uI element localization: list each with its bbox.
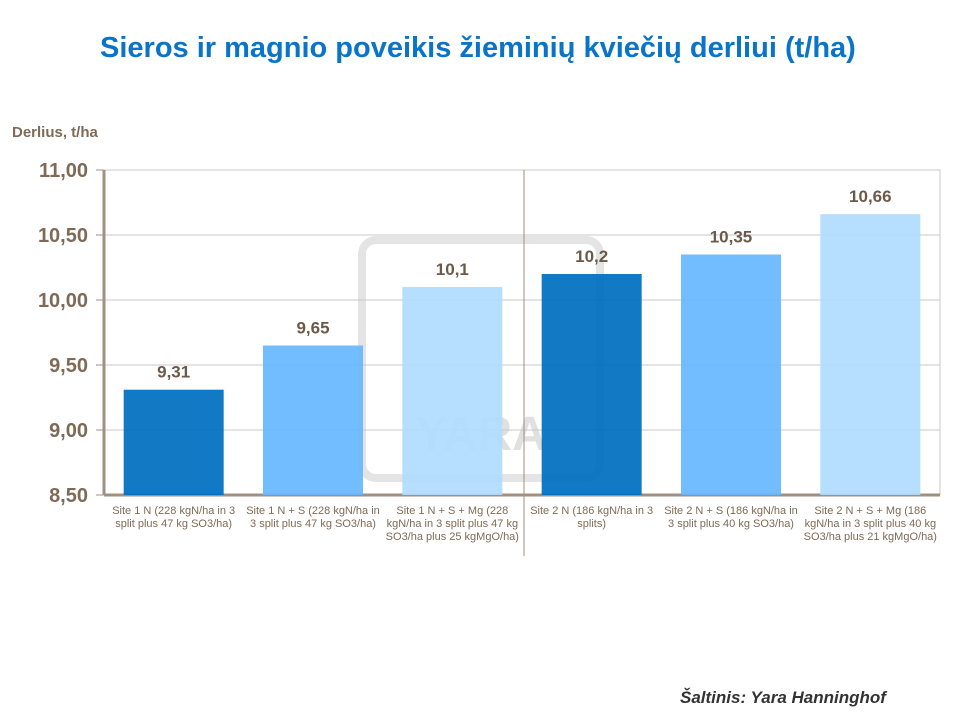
- y-tick-label: 10,00: [38, 290, 88, 312]
- data-label: 10,35: [710, 228, 753, 247]
- data-label: 9,31: [157, 363, 190, 382]
- data-label: 10,1: [436, 260, 469, 279]
- x-category-label: Site 2 N (186 kgN/ha in 3 splits): [530, 505, 654, 530]
- y-tick-label: 9,50: [49, 355, 88, 377]
- data-label: 9,65: [296, 319, 329, 338]
- y-axis-label: Derlius, t/ha: [12, 124, 98, 141]
- source-note: Šaltinis: Yara Hanninghof: [680, 688, 886, 707]
- x-category-label: Site 1 N + S + Mg (228 kgN/ha in 3 split…: [385, 505, 519, 543]
- x-category-label: Site 2 N + S (186 kgN/ha in 3 split plus…: [664, 505, 798, 530]
- bar: [820, 214, 921, 495]
- data-label: 10,2: [575, 247, 608, 266]
- bar: [402, 287, 503, 495]
- bar: [541, 274, 642, 495]
- y-tick-label: 9,00: [49, 420, 88, 442]
- bar: [681, 254, 781, 495]
- chart-title: Sieros ir magnio poveikis žieminių kvieč…: [100, 32, 856, 64]
- y-tick-label: 10,50: [38, 225, 88, 247]
- data-label: 10,66: [849, 187, 892, 206]
- bar: [123, 389, 224, 495]
- bar: [263, 345, 363, 495]
- x-category-label: Site 1 N (228 kgN/ha in 3 split plus 47 …: [112, 505, 236, 530]
- x-category-label: Site 1 N + S (228 kgN/ha in 3 split plus…: [246, 505, 380, 530]
- x-category-label: Site 2 N + S + Mg (186 kgN/ha in 3 split…: [803, 505, 937, 543]
- y-tick-label: 8,50: [49, 485, 88, 507]
- y-tick-label: 11,00: [39, 160, 88, 182]
